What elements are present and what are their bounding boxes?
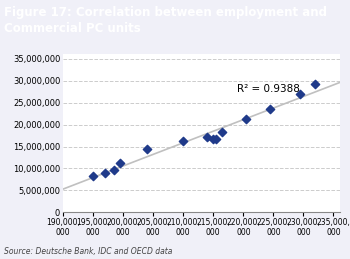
Point — [111, 168, 117, 172]
Point — [102, 171, 108, 175]
Point — [313, 82, 318, 86]
Point — [204, 135, 210, 139]
Point — [144, 147, 150, 151]
Point — [90, 174, 96, 178]
Text: Figure 17: Correlation between employment and
Commercial PC units: Figure 17: Correlation between employmen… — [4, 6, 327, 35]
Point — [219, 130, 225, 134]
Text: Source: Deutsche Bank, IDC and OECD data: Source: Deutsche Bank, IDC and OECD data — [4, 247, 172, 256]
Point — [298, 92, 303, 96]
Point — [117, 161, 123, 165]
Point — [267, 107, 273, 111]
Point — [244, 117, 249, 121]
Point — [210, 137, 216, 141]
Text: R² = 0.9388: R² = 0.9388 — [237, 84, 300, 95]
Point — [180, 139, 186, 143]
Point — [214, 137, 219, 141]
